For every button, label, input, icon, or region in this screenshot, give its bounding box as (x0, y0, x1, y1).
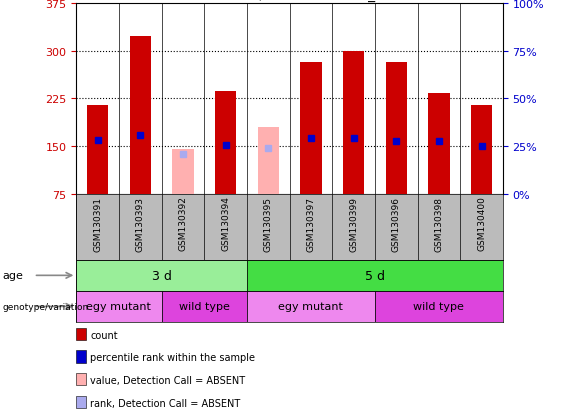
Bar (471, 105, 492, 194)
Bar (428, 94, 450, 194)
Bar (162, 291, 247, 322)
Text: GSM130393: GSM130393 (136, 196, 145, 251)
Bar (375, 291, 503, 322)
Bar (343, 52, 364, 194)
Bar (247, 291, 375, 322)
Text: 3 d: 3 d (151, 269, 172, 282)
Text: GSM130395: GSM130395 (264, 196, 273, 251)
Text: count: count (90, 330, 118, 340)
Text: egy mutant: egy mutant (86, 301, 151, 312)
Text: GSM130396: GSM130396 (392, 196, 401, 251)
Text: GSM130391: GSM130391 (93, 196, 102, 251)
Text: wild type: wild type (179, 301, 230, 312)
Bar (76, 291, 162, 322)
Bar (129, 37, 151, 194)
Text: percentile rank within the sample: percentile rank within the sample (90, 352, 255, 363)
Bar (300, 62, 321, 194)
Bar (385, 63, 407, 194)
Text: GSM130400: GSM130400 (477, 196, 486, 251)
Text: GSM130399: GSM130399 (349, 196, 358, 251)
Bar (172, 150, 194, 194)
Bar (258, 128, 279, 194)
Title: GDS2550 / Dr.12535.1.A1_at: GDS2550 / Dr.12535.1.A1_at (190, 0, 389, 2)
Text: wild type: wild type (414, 301, 464, 312)
Text: genotype/variation: genotype/variation (3, 302, 89, 311)
Text: GSM130398: GSM130398 (434, 196, 444, 251)
Bar (87, 105, 108, 194)
Bar (247, 260, 503, 291)
Text: age: age (3, 271, 24, 281)
Text: value, Detection Call = ABSENT: value, Detection Call = ABSENT (90, 375, 246, 385)
Bar (76, 260, 247, 291)
Text: egy mutant: egy mutant (279, 301, 344, 312)
Bar (215, 92, 236, 194)
Text: 5 d: 5 d (365, 269, 385, 282)
Text: GSM130392: GSM130392 (179, 196, 188, 251)
Text: GSM130394: GSM130394 (221, 196, 230, 251)
Text: rank, Detection Call = ABSENT: rank, Detection Call = ABSENT (90, 398, 241, 408)
Text: GSM130397: GSM130397 (306, 196, 315, 251)
